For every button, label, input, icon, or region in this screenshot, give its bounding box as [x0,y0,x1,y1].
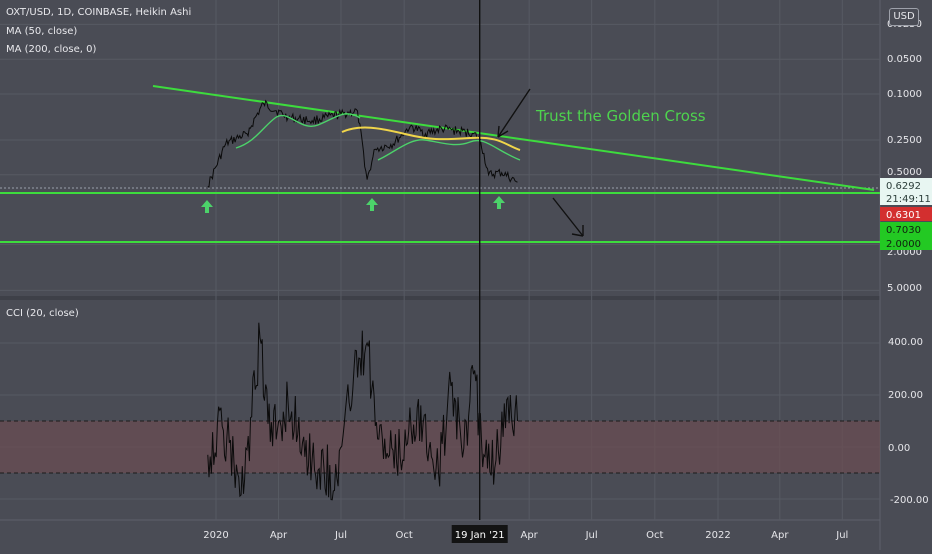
golden-cross-annotation: Trust the Golden Cross [535,107,706,125]
price-tick-label: 2.0000 [887,247,922,258]
ma200-line [341,126,521,151]
last-price-label-box [880,178,932,205]
crosshair-date-box [451,525,508,543]
price-label-green: 0.7030 [886,225,921,236]
ma50-line [235,113,361,149]
time-tick-label: Jul [835,530,848,541]
cci-line [207,322,518,501]
symbol-legend: OXT/USD, 1D, COINBASE, Heikin Ashi [6,7,192,18]
price-line [207,99,518,189]
support-bounce-arrow-icon [493,196,505,209]
countdown-label: 21:49:11 [886,194,931,205]
price-label-green-box [880,222,932,236]
crosshair-date-label: 19 Jan '21 [455,530,505,541]
time-tick-label: Apr [270,530,288,541]
price-label-red-box [880,207,932,221]
price-tick-label: 0.1000 [887,89,922,100]
cci-tick-label: -200.00 [890,495,929,506]
time-tick-label: 2020 [203,530,228,541]
time-tick-label: Jul [585,530,598,541]
price-tick-label: 0.2500 [887,135,922,146]
last-price-label: 0.6292 [886,181,921,192]
pane-separator [0,296,880,300]
golden-cross-arrow-icon [497,88,531,138]
price-tick-label: 0.5000 [887,167,922,178]
time-tick-label: Oct [646,530,663,541]
time-tick-label: Jul [334,530,347,541]
time-tick-label: Apr [520,530,538,541]
price-tick-label: 0.0500 [887,54,922,65]
time-tick-label: 2022 [705,530,730,541]
price-label-green: 2.0000 [886,239,921,250]
price-label-red: 0.6301 [886,210,921,221]
support-bounce-arrow-icon [366,198,378,211]
down-arrowhead-icon [571,225,584,237]
down-arrow-icon [552,197,584,237]
descending-trendline [152,85,875,191]
support-bounce-arrow-icon [201,200,213,213]
time-tick-label: Oct [396,530,413,541]
price-label-green-box [880,236,932,250]
cci-tick-label: 400.00 [888,337,923,348]
golden-cross-arrowhead-icon [497,125,509,138]
currency-button[interactable]: USD [889,8,919,26]
cci-tick-label: 200.00 [888,390,923,401]
cci-legend: CCI (20, close) [6,308,79,319]
price-tick-label: 5.0000 [887,283,922,294]
cci-tick-label: 0.00 [888,443,910,454]
ma50-line [377,139,521,161]
time-tick-label: Apr [771,530,789,541]
ma200-legend: MA (200, close, 0) [6,44,97,55]
ma50-legend: MA (50, close) [6,26,78,37]
